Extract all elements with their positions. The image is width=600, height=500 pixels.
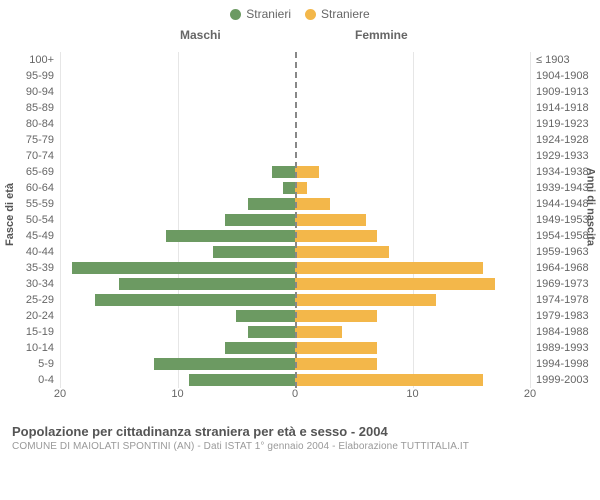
bar-male [283,182,295,194]
bar-male [166,230,295,242]
bar-male [154,358,295,370]
bar-male [248,198,295,210]
birth-year-label: 1994-1998 [536,356,589,372]
male-color-swatch [230,9,241,20]
age-label: 50-54 [9,212,54,228]
age-label: 0-4 [9,372,54,388]
birth-year-label: ≤ 1903 [536,52,570,68]
birth-year-label: 1979-1983 [536,308,589,324]
bar-female [295,262,483,274]
birth-year-label: 1909-1913 [536,84,589,100]
age-label: 65-69 [9,164,54,180]
birth-year-label: 1954-1958 [536,228,589,244]
female-color-swatch [305,9,316,20]
birth-year-label: 1934-1938 [536,164,589,180]
age-label: 10-14 [9,340,54,356]
age-label: 75-79 [9,132,54,148]
bar-female [295,294,436,306]
birth-year-label: 1904-1908 [536,68,589,84]
bar-male [213,246,295,258]
age-label: 90-94 [9,84,54,100]
column-headers: Maschi Femmine [0,28,600,46]
birth-year-label: 1944-1948 [536,196,589,212]
bar-male [272,166,296,178]
legend-male-label: Stranieri [246,7,291,21]
age-label: 100+ [9,52,54,68]
x-axis-tick: 20 [524,388,536,400]
bar-female [295,246,389,258]
age-label: 25-29 [9,292,54,308]
bar-male [248,326,295,338]
birth-year-label: 1969-1973 [536,276,589,292]
bar-female [295,358,377,370]
x-axis-tick: 10 [171,388,183,400]
age-label: 30-34 [9,276,54,292]
bar-female [295,278,495,290]
x-axis-tick: 20 [54,388,66,400]
bar-male [119,278,295,290]
age-label: 60-64 [9,180,54,196]
x-axis-tick: 10 [406,388,418,400]
chart-subtitle: COMUNE DI MAIOLATI SPONTINI (AN) - Dati … [12,441,590,452]
age-label: 15-19 [9,324,54,340]
age-label: 20-24 [9,308,54,324]
legend: Stranieri Straniere [0,0,600,28]
bar-female [295,374,483,386]
chart-title: Popolazione per cittadinanza straniera p… [12,424,590,439]
birth-year-label: 1939-1943 [536,180,589,196]
birth-year-label: 1984-1988 [536,324,589,340]
age-label: 40-44 [9,244,54,260]
age-label: 45-49 [9,228,54,244]
birth-year-label: 1999-2003 [536,372,589,388]
birth-year-label: 1924-1928 [536,132,589,148]
age-label: 85-89 [9,100,54,116]
bar-male [225,214,296,226]
age-label: 95-99 [9,68,54,84]
bar-female [295,342,377,354]
bar-male [236,310,295,322]
x-axis-tick: 0 [292,388,298,400]
pyramid-chart: Fasce di età Anni di nascita 100+≤ 19039… [0,46,600,424]
center-divider [295,52,297,388]
age-label: 35-39 [9,260,54,276]
bar-female [295,214,366,226]
birth-year-label: 1929-1933 [536,148,589,164]
bar-male [225,342,296,354]
birth-year-label: 1964-1968 [536,260,589,276]
header-male: Maschi [180,28,221,42]
grid-line [530,52,531,388]
age-label: 80-84 [9,116,54,132]
age-label: 5-9 [9,356,54,372]
bar-male [189,374,295,386]
bar-female [295,230,377,242]
legend-female-label: Straniere [321,7,370,21]
legend-item-male: Stranieri [230,7,291,21]
legend-item-female: Straniere [305,7,370,21]
bar-female [295,326,342,338]
bar-female [295,166,319,178]
age-label: 55-59 [9,196,54,212]
bar-male [95,294,295,306]
birth-year-label: 1949-1953 [536,212,589,228]
header-female: Femmine [355,28,408,42]
birth-year-label: 1959-1963 [536,244,589,260]
bar-male [72,262,295,274]
chart-footer: Popolazione per cittadinanza straniera p… [0,424,600,452]
bar-female [295,198,330,210]
age-label: 70-74 [9,148,54,164]
birth-year-label: 1974-1978 [536,292,589,308]
birth-year-label: 1989-1993 [536,340,589,356]
chart-area [60,52,530,388]
birth-year-label: 1914-1918 [536,100,589,116]
birth-year-label: 1919-1923 [536,116,589,132]
bar-female [295,310,377,322]
